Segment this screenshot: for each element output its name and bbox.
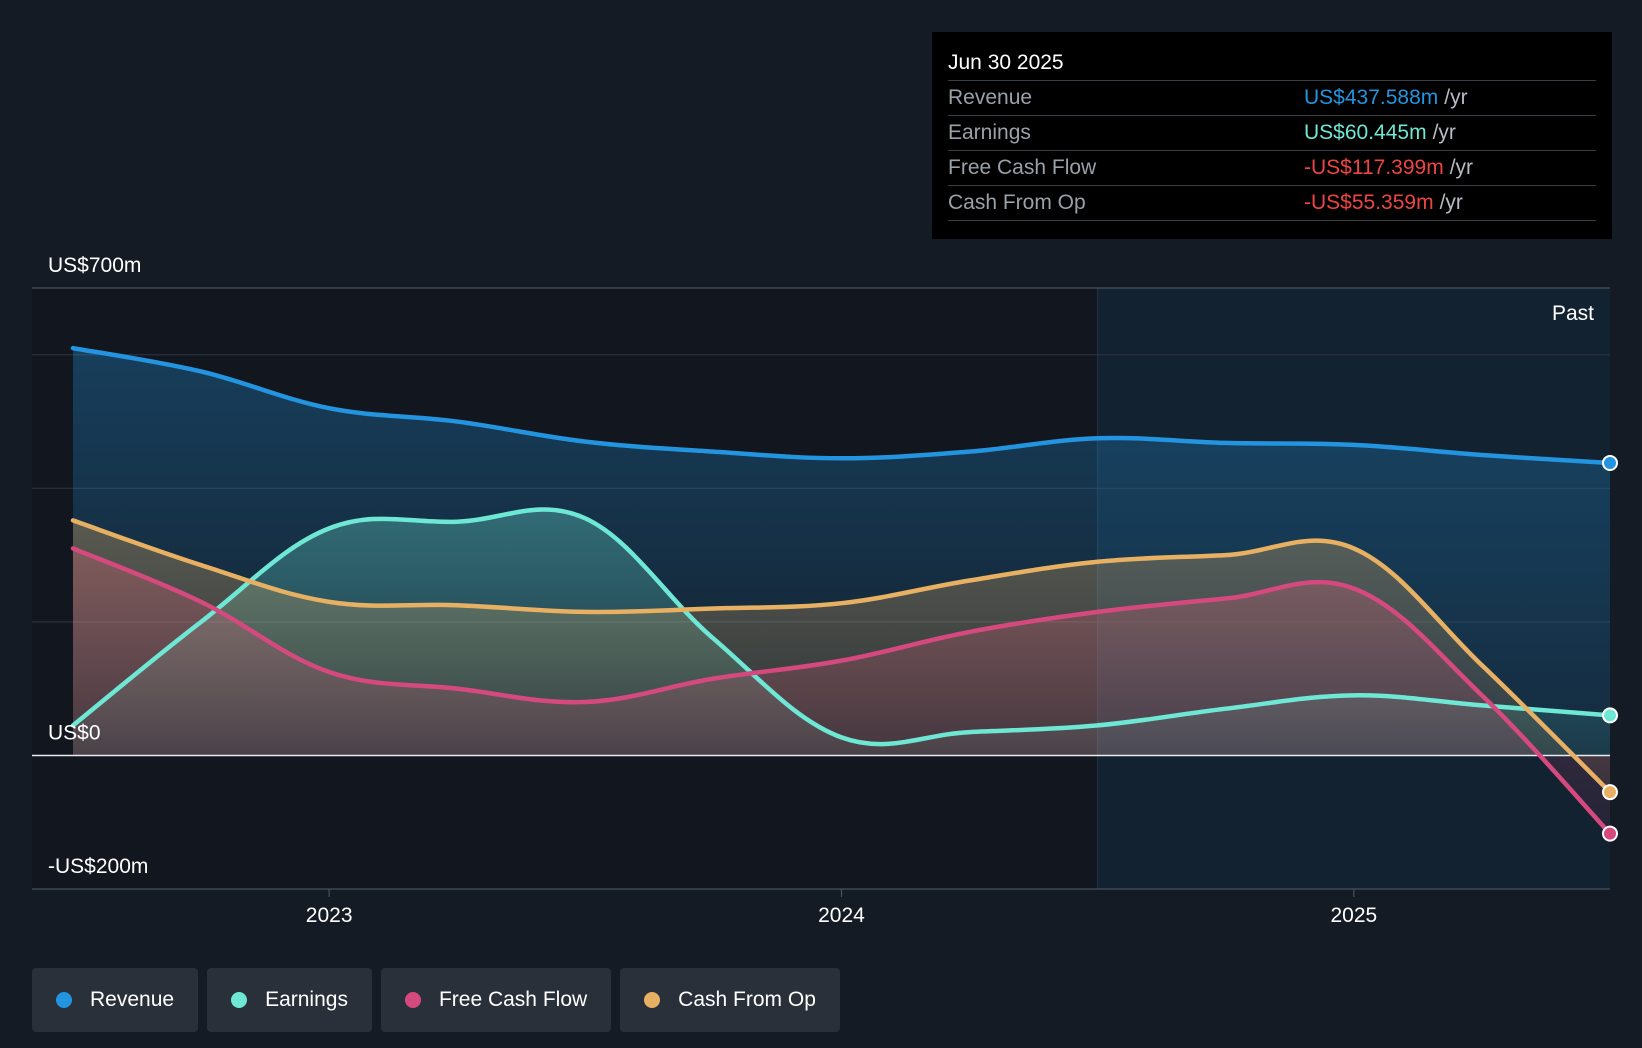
tooltip-value: US$60.445m/yr — [1304, 116, 1456, 150]
tooltip-label: Revenue — [948, 86, 1033, 109]
x-axis-label: 2023 — [306, 904, 353, 927]
x-axis-label: 2024 — [818, 904, 865, 927]
tooltip-unit: /yr — [1449, 156, 1474, 179]
series-areas — [72, 348, 1610, 834]
legend-label: Free Cash Flow — [438, 988, 588, 1011]
tooltip-label: Free Cash Flow — [948, 156, 1097, 179]
end-point-earnings[interactable] — [1602, 707, 1618, 724]
data-tooltip: Jun 30 2025 Revenue US$437.588m/yr Earni… — [932, 32, 1612, 239]
legend-item-fcf[interactable]: Free Cash Flow — [380, 968, 612, 1032]
line-cfo — [70, 518, 1613, 795]
tooltip-value: US$437.588m/yr — [1304, 81, 1468, 115]
legend-item-revenue[interactable]: Revenue — [32, 968, 199, 1032]
legend-label: Revenue — [90, 988, 175, 1011]
x-axis-label: 2025 — [1330, 904, 1377, 927]
tooltip-label: Cash From Op — [948, 191, 1086, 214]
tooltip-row-earnings: Earnings US$60.445m/yr — [948, 116, 1596, 151]
series-end-points[interactable] — [1602, 454, 1618, 842]
tooltip-date: Jun 30 2025 — [948, 46, 1596, 81]
tooltip-unit: /yr — [1439, 191, 1463, 214]
line-revenue — [70, 345, 1613, 466]
tooltip-value: -US$55.359m/yr — [1304, 186, 1463, 220]
tooltip-row-revenue: Revenue US$437.588m/yr — [948, 81, 1596, 116]
tooltip-value: -US$117.399m/yr — [1304, 151, 1473, 185]
legend-item-cfo[interactable]: Cash From Op — [620, 968, 840, 1032]
tooltip-row-fcf: Free Cash Flow -US$117.399m/yr — [948, 151, 1596, 186]
axis-labels: US$700m US$0 -US$200m 2023 2024 2025 — [48, 254, 1377, 927]
legend-item-earnings[interactable]: Earnings — [207, 968, 372, 1032]
y-axis-label: -US$200m — [48, 855, 148, 878]
end-point-fcf[interactable] — [1602, 825, 1618, 842]
line-earnings — [70, 507, 1613, 747]
revenue-dot-icon — [56, 992, 72, 1008]
cfo-dot-icon — [644, 992, 661, 1008]
past-label: Past — [1552, 302, 1594, 325]
tooltip-label: Earnings — [948, 121, 1031, 144]
chart-legend: Revenue Earnings Free Cash Flow Cash Fro… — [32, 968, 840, 1032]
y-axis-label: US$700m — [48, 254, 141, 277]
end-point-revenue[interactable] — [1602, 454, 1618, 471]
tooltip-value-cfo: -US$55.359m — [1304, 191, 1434, 214]
fcf-dot-icon — [404, 992, 421, 1008]
earnings-dot-icon — [231, 992, 248, 1008]
legend-label: Cash From Op — [678, 988, 816, 1011]
tooltip-value-revenue: US$437.588m — [1304, 86, 1439, 109]
tooltip-value-fcf: -US$117.399m — [1304, 156, 1444, 179]
end-point-cfo[interactable] — [1602, 784, 1618, 801]
y-axis-label: US$0 — [48, 721, 101, 744]
line-fcf — [70, 546, 1613, 836]
tooltip-unit: /yr — [1432, 121, 1456, 144]
legend-label: Earnings — [265, 988, 348, 1011]
tooltip-row-cfo: Cash From Op -US$55.359m/yr — [948, 186, 1596, 221]
series-lines — [70, 345, 1613, 836]
area-cfo — [72, 520, 1610, 793]
tooltip-value-earnings: US$60.445m — [1304, 121, 1427, 144]
tooltip-unit: /yr — [1444, 86, 1468, 109]
